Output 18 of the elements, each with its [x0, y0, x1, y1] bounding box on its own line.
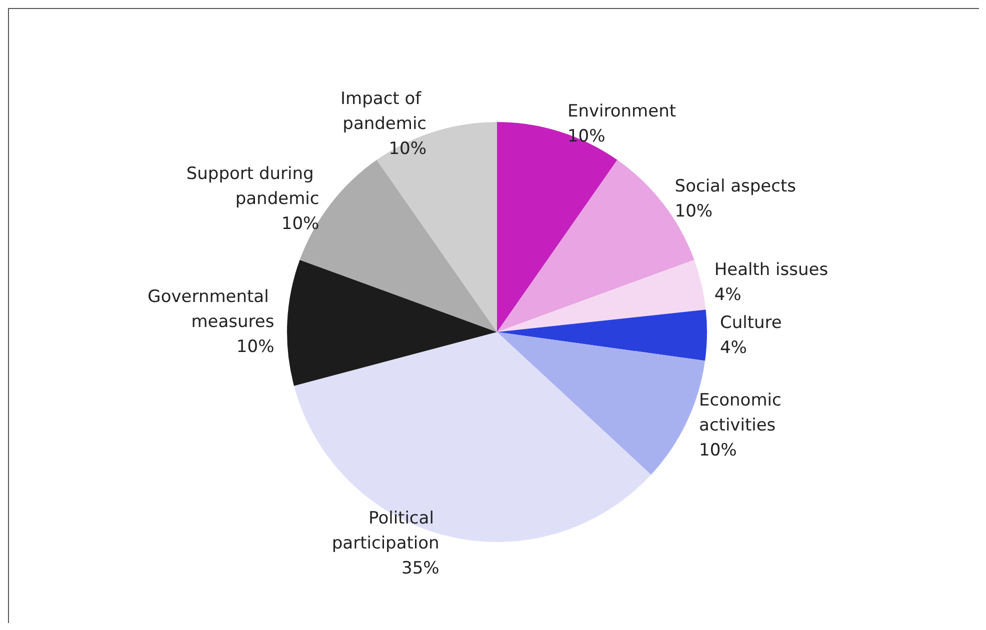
- slice-label: Impact of pandemic: [340, 89, 427, 134]
- data-label: 4%: [714, 285, 742, 306]
- slice-label: Economic activities: [699, 390, 787, 436]
- slice-label: Social aspects: [674, 176, 796, 197]
- data-label: 10%: [388, 139, 427, 160]
- slice-label: Support during pandemic: [186, 164, 320, 210]
- slice-label: Culture: [720, 312, 782, 333]
- data-label: 10%: [567, 126, 606, 147]
- slice-label: Political participation: [332, 508, 440, 554]
- slice-label: Governmental measures: [148, 287, 274, 332]
- data-label: 10%: [699, 440, 737, 460]
- data-label: 10%: [236, 337, 274, 358]
- slice-label: Health issues: [714, 260, 828, 280]
- data-label: 35%: [402, 558, 440, 579]
- data-label: 10%: [281, 214, 320, 234]
- data-label: 10%: [674, 202, 713, 222]
- slice-label: Environment: [567, 102, 676, 122]
- data-label: 4%: [720, 338, 747, 358]
